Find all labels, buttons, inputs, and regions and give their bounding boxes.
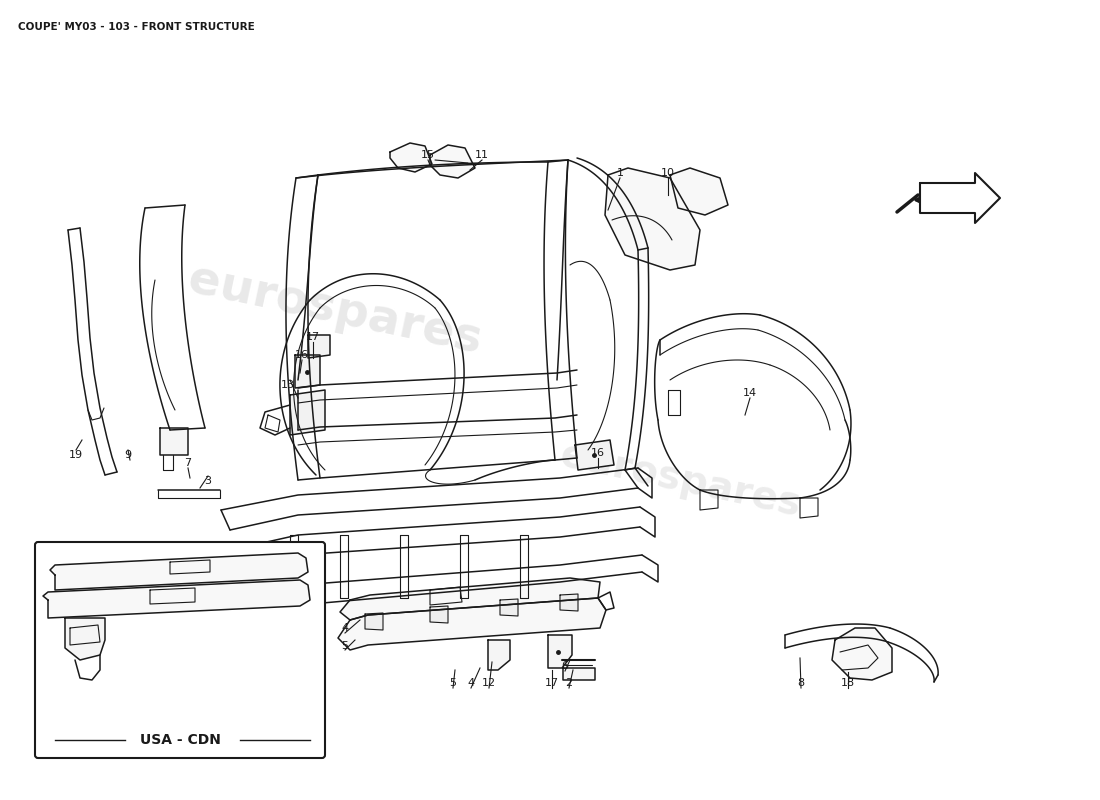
Text: 5: 5 — [450, 678, 456, 688]
Text: 13: 13 — [280, 380, 295, 390]
Text: 18: 18 — [840, 678, 855, 688]
Polygon shape — [920, 173, 1000, 223]
Polygon shape — [290, 390, 324, 435]
Text: 11: 11 — [475, 150, 490, 160]
Text: USA - CDN: USA - CDN — [140, 733, 220, 747]
Polygon shape — [430, 145, 475, 178]
Polygon shape — [43, 580, 310, 618]
Text: 17: 17 — [544, 678, 559, 688]
Text: eurospares: eurospares — [123, 566, 317, 634]
Polygon shape — [50, 553, 308, 590]
Text: 7: 7 — [185, 458, 191, 468]
Text: 8: 8 — [798, 678, 804, 688]
Text: 6: 6 — [561, 661, 569, 671]
Polygon shape — [365, 613, 383, 630]
Polygon shape — [670, 168, 728, 215]
Text: 17: 17 — [306, 332, 320, 342]
Text: 16: 16 — [295, 350, 309, 360]
Polygon shape — [488, 640, 510, 670]
Polygon shape — [430, 606, 448, 623]
Polygon shape — [340, 578, 600, 620]
Text: 15: 15 — [421, 150, 434, 160]
Text: 5: 5 — [341, 641, 349, 651]
Polygon shape — [390, 143, 432, 172]
Text: 4: 4 — [468, 678, 474, 688]
Text: eurospares: eurospares — [184, 257, 486, 363]
Polygon shape — [563, 668, 595, 680]
Polygon shape — [575, 440, 614, 470]
Text: 1: 1 — [616, 168, 624, 178]
Text: 9: 9 — [124, 450, 132, 460]
Polygon shape — [500, 599, 518, 616]
Polygon shape — [295, 355, 320, 388]
Polygon shape — [832, 628, 892, 680]
Text: 12: 12 — [482, 678, 496, 688]
Text: 19: 19 — [69, 450, 84, 460]
Text: eurospares: eurospares — [556, 436, 804, 524]
Polygon shape — [605, 168, 700, 270]
FancyBboxPatch shape — [35, 542, 324, 758]
Polygon shape — [548, 635, 572, 668]
Polygon shape — [65, 618, 104, 660]
Polygon shape — [338, 598, 606, 650]
Polygon shape — [308, 335, 330, 358]
Polygon shape — [160, 428, 188, 455]
Text: 16: 16 — [591, 448, 605, 458]
Text: COUPE' MY03 - 103 - FRONT STRUCTURE: COUPE' MY03 - 103 - FRONT STRUCTURE — [18, 22, 255, 32]
Text: 10: 10 — [661, 168, 675, 178]
Text: 3: 3 — [205, 476, 211, 486]
Polygon shape — [560, 594, 578, 611]
Text: 2: 2 — [565, 678, 573, 688]
Text: 4: 4 — [341, 623, 349, 633]
Text: 14: 14 — [742, 388, 757, 398]
